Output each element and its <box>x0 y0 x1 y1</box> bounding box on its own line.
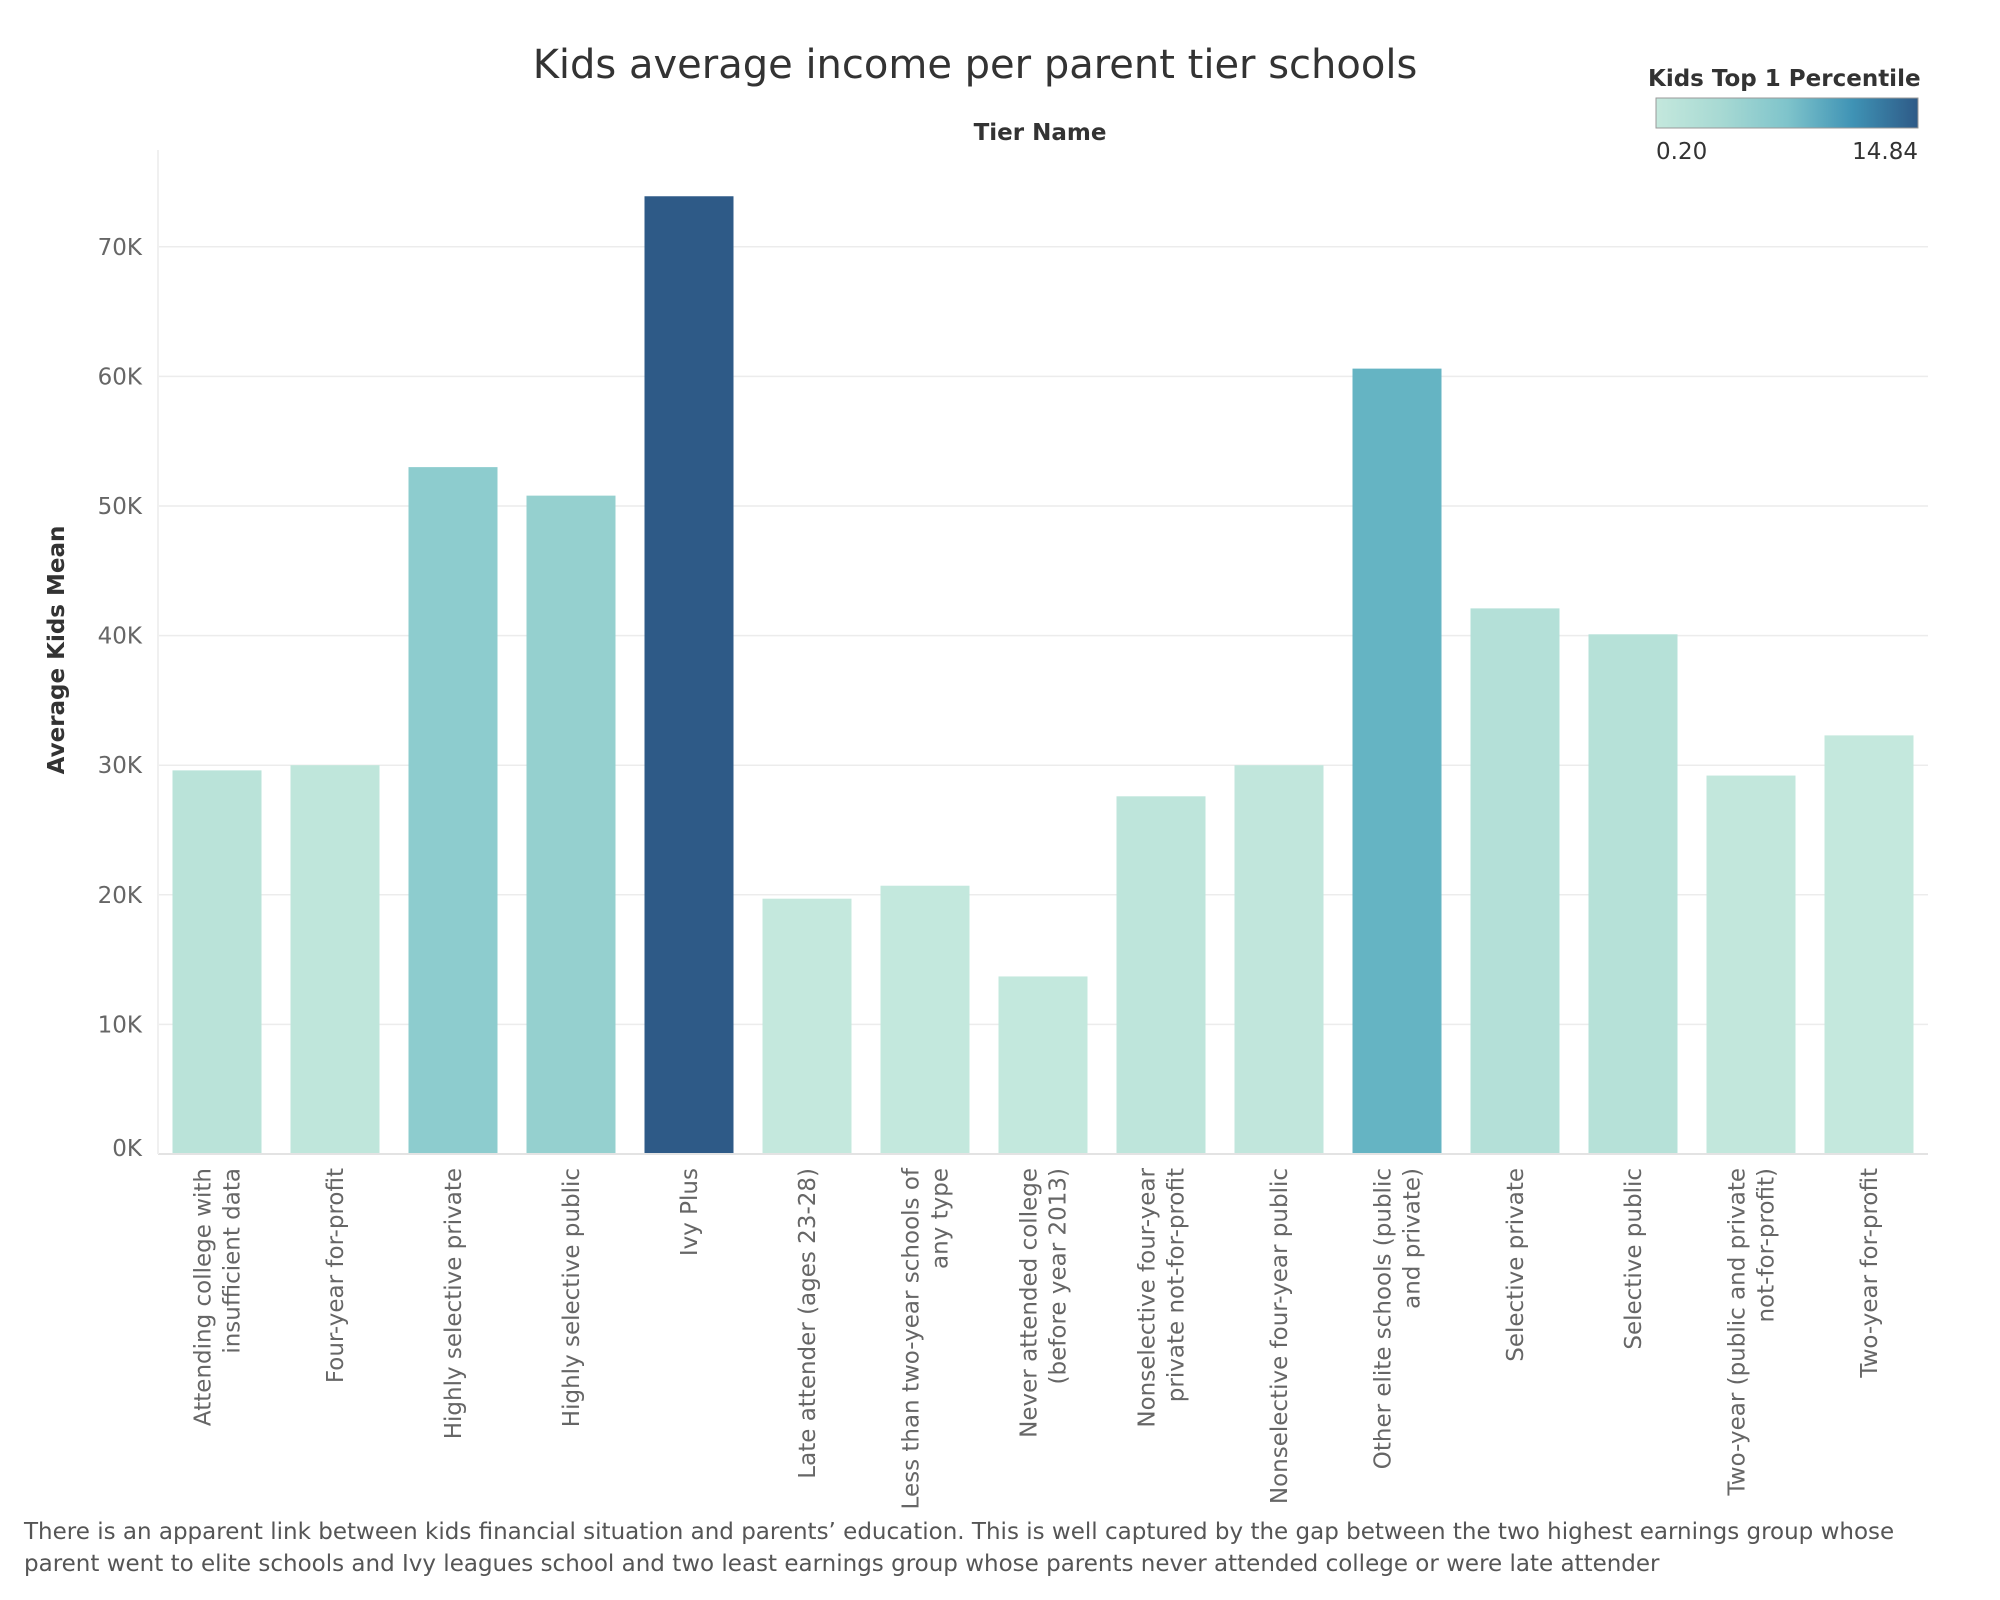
x-category-label: Attending college with insufficient data <box>191 1168 246 1426</box>
y-tick-label: 60K <box>98 364 143 390</box>
x-axis-labels: Attending college with insufficient data F… <box>191 1167 1884 1509</box>
bar[interactable] <box>644 196 734 1155</box>
y-tick-label: 40K <box>98 624 143 650</box>
y-tick-label: 20K <box>98 883 143 909</box>
bar[interactable] <box>1352 368 1442 1154</box>
bar[interactable] <box>526 495 616 1155</box>
y-tick-label: 0K <box>112 1136 143 1162</box>
x-category-label: Four-year for-profit <box>323 1168 349 1383</box>
bar[interactable] <box>880 885 970 1154</box>
y-tick-label: 50K <box>98 494 143 520</box>
legend-gradient-bar <box>1655 97 1919 129</box>
legend-title: Kids Top 1 Percentile <box>1648 66 1921 92</box>
x-category-label: Nonselective four-year public <box>1267 1168 1293 1504</box>
x-category-label: Highly selective private <box>441 1168 467 1439</box>
column-header: Tier Name <box>974 120 1107 146</box>
bar[interactable] <box>998 976 1088 1154</box>
bar[interactable] <box>1470 608 1560 1154</box>
x-category-label: Two-year (public and private not-for-prof… <box>1725 1168 1780 1496</box>
x-category-label: Ivy Plus <box>677 1168 703 1256</box>
x-category-label: Nonselective four-year private not-for-pr… <box>1135 1167 1190 1427</box>
bar[interactable] <box>290 765 380 1154</box>
bar[interactable] <box>1824 735 1914 1154</box>
x-category-label: Selective private <box>1503 1168 1529 1362</box>
y-axis-title: Average Kids Mean <box>44 526 70 775</box>
y-tick-label: 70K <box>98 235 143 261</box>
footnote-caption: There is an apparent link between kids f… <box>24 1519 1895 1577</box>
y-tick-label: 10K <box>98 1012 143 1038</box>
bar[interactable] <box>1234 765 1324 1154</box>
bar[interactable] <box>1588 634 1678 1154</box>
x-category-label: Highly selective public <box>559 1168 585 1427</box>
x-category-label: Never attended college (before year 2013) <box>1017 1168 1072 1438</box>
legend-max-label: 14.84 <box>1852 139 1918 165</box>
legend-min-label: 0.20 <box>1656 139 1707 165</box>
bar[interactable] <box>1706 775 1796 1154</box>
bar[interactable] <box>762 898 852 1154</box>
bar[interactable] <box>408 467 498 1154</box>
chart-title: Kids average income per parent tier scho… <box>533 42 1418 88</box>
x-category-label: Late attender (ages 23-28) <box>795 1168 821 1479</box>
x-category-label: Other elite schools (public and private) <box>1371 1168 1426 1469</box>
bar[interactable] <box>1116 796 1206 1154</box>
bars <box>172 196 1914 1155</box>
bar[interactable] <box>172 770 262 1154</box>
color-legend: Kids Top 1 Percentile 0.20 14.84 <box>1648 66 1921 165</box>
y-tick-label: 30K <box>98 753 143 779</box>
x-category-label: Less than two-year schools of any type <box>899 1167 954 1509</box>
x-category-label: Selective public <box>1621 1168 1647 1350</box>
y-axis-ticks: 0K 10K 20K 30K 40K 50K 60K 70K <box>98 235 143 1162</box>
x-category-label: Two-year for-profit <box>1857 1168 1883 1379</box>
